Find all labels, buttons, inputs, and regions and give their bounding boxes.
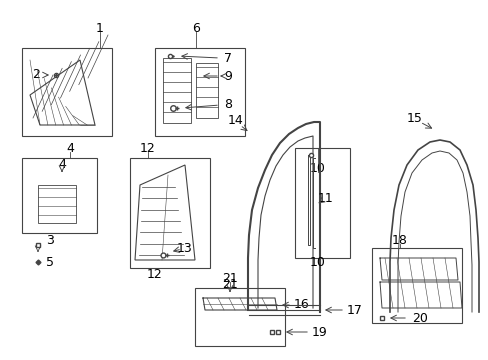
Text: 14: 14	[228, 113, 244, 126]
Text: 13: 13	[177, 242, 192, 255]
Bar	[22, 158, 97, 233]
Text: 2: 2	[32, 68, 40, 81]
Bar	[22, 48, 112, 136]
Text: 10: 10	[309, 162, 325, 175]
Text: 1: 1	[96, 22, 104, 35]
Bar	[163, 58, 191, 123]
Text: 8: 8	[224, 99, 231, 112]
Polygon shape	[30, 60, 95, 125]
Text: 12: 12	[147, 269, 163, 282]
Text: 9: 9	[224, 69, 231, 82]
Bar	[371, 248, 461, 323]
Bar	[155, 48, 244, 136]
Text: 21: 21	[222, 271, 237, 284]
Bar	[294, 148, 349, 258]
Bar	[196, 63, 218, 118]
Text: 17: 17	[346, 303, 362, 316]
Text: 10: 10	[309, 256, 325, 269]
Bar	[130, 158, 209, 268]
Text: 15: 15	[406, 112, 422, 125]
Bar	[195, 288, 285, 346]
Text: 11: 11	[318, 192, 333, 204]
Text: 16: 16	[293, 298, 309, 311]
Text: 21: 21	[222, 279, 237, 292]
Text: 7: 7	[224, 51, 231, 64]
Text: 18: 18	[391, 234, 407, 247]
Text: 5: 5	[46, 256, 54, 269]
Bar	[38, 185, 76, 223]
Text: 3: 3	[46, 234, 54, 247]
Text: 19: 19	[311, 325, 327, 338]
Text: 12: 12	[140, 141, 156, 154]
Polygon shape	[135, 165, 195, 260]
Text: 4: 4	[58, 158, 66, 171]
Text: 20: 20	[411, 311, 427, 324]
Text: 4: 4	[66, 141, 74, 154]
Text: 6: 6	[192, 22, 200, 35]
